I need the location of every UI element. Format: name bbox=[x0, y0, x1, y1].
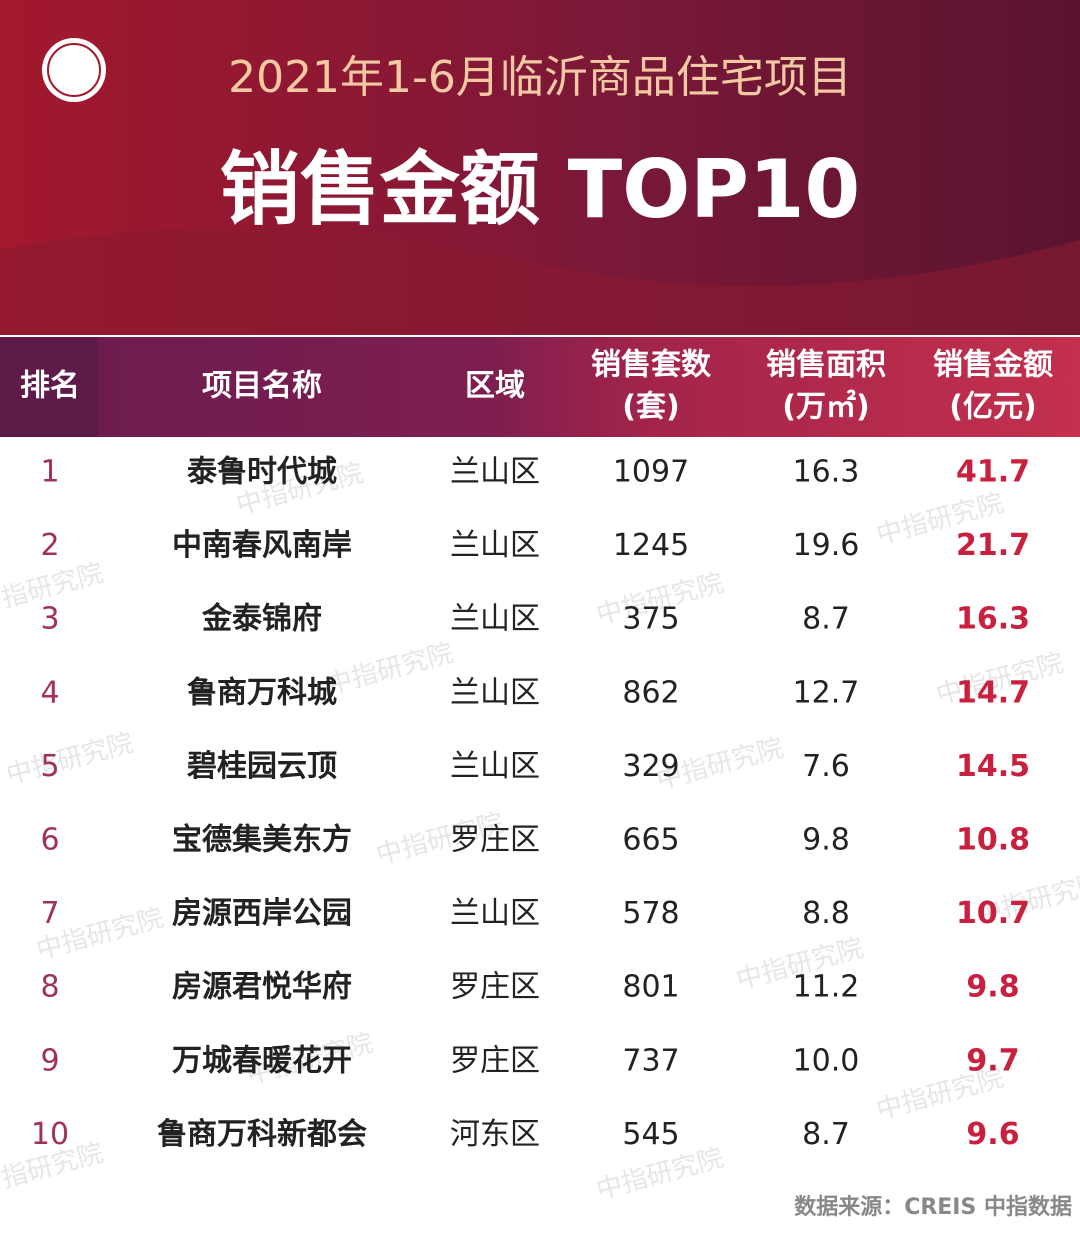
table-cell: 578 bbox=[622, 896, 679, 931]
table-cell: 1 bbox=[40, 455, 59, 490]
table-cell: 737 bbox=[622, 1043, 679, 1078]
table-cell: 9.8 bbox=[802, 823, 850, 858]
header-cell: (套) bbox=[622, 390, 679, 425]
table-cell: 房源君悦华府 bbox=[172, 970, 352, 1005]
table-cell: 9.6 bbox=[966, 1117, 1019, 1152]
header-cell: 销售金额 bbox=[933, 348, 1053, 383]
rank-header-bg bbox=[0, 337, 98, 437]
table-cell: 8.7 bbox=[802, 602, 850, 637]
header-cell: 项目名称 bbox=[202, 369, 322, 404]
subtitle: 销售金额 TOP10 bbox=[220, 143, 860, 236]
table-cell: 金泰锦府 bbox=[201, 602, 322, 637]
table-cell: 5 bbox=[40, 749, 59, 784]
table-cell: 1097 bbox=[613, 455, 689, 490]
header-cell: (亿元) bbox=[949, 390, 1036, 425]
table-cell: 兰山区 bbox=[450, 528, 540, 563]
table-cell: 19.6 bbox=[793, 528, 860, 563]
table-cell: 21.7 bbox=[956, 528, 1030, 563]
logo bbox=[42, 38, 106, 102]
table-cell: 9.7 bbox=[966, 1043, 1019, 1078]
title: 2021年1-6月临沂商品住宅项目 bbox=[228, 52, 852, 103]
table-cell: 862 bbox=[622, 675, 679, 710]
table-cell: 9.8 bbox=[966, 970, 1019, 1005]
table-cell: 4 bbox=[40, 675, 59, 710]
table-cell: 329 bbox=[622, 749, 679, 784]
header-cell: 排名 bbox=[20, 369, 80, 404]
table-cell: 10.8 bbox=[956, 823, 1030, 858]
table-cell: 10.0 bbox=[793, 1043, 860, 1078]
table-cell: 碧桂园云顶 bbox=[187, 749, 337, 784]
table-cell: 10 bbox=[31, 1117, 69, 1152]
table-cell: 罗庄区 bbox=[450, 970, 540, 1005]
table-cell: 泰鲁时代城 bbox=[187, 455, 337, 490]
table-cell: 兰山区 bbox=[450, 675, 540, 710]
table-cell: 罗庄区 bbox=[450, 1043, 540, 1078]
table-cell: 375 bbox=[622, 602, 679, 637]
table-cell: 鲁商万科新都会 bbox=[157, 1117, 367, 1152]
watermark: 中指研究院 bbox=[323, 638, 456, 701]
table-cell: 罗庄区 bbox=[450, 823, 540, 858]
table-cell: 801 bbox=[622, 970, 679, 1005]
table-cell: 9 bbox=[40, 1043, 59, 1078]
table-cell: 6 bbox=[40, 823, 59, 858]
table-cell: 兰山区 bbox=[450, 896, 540, 931]
table-cell: 兰山区 bbox=[450, 602, 540, 637]
table-cell: 8.7 bbox=[802, 1117, 850, 1152]
table-cell: 兰山区 bbox=[450, 455, 540, 490]
table-header bbox=[0, 337, 1080, 437]
table-cell: 11.2 bbox=[793, 970, 860, 1005]
table-cell: 545 bbox=[622, 1117, 679, 1152]
table-cell: 665 bbox=[622, 823, 679, 858]
table-cell: 鲁商万科城 bbox=[187, 675, 337, 710]
table-cell: 房源西岸公园 bbox=[172, 896, 352, 931]
table-cell: 3 bbox=[40, 602, 59, 637]
watermark: 中指研究院 bbox=[3, 728, 136, 791]
banner-wave bbox=[0, 227, 1080, 335]
table-cell: 宝德集美东方 bbox=[172, 823, 352, 858]
source: 数据来源：CREIS 中指数据 bbox=[794, 1194, 1072, 1220]
table-cell: 河东区 bbox=[450, 1117, 540, 1152]
watermark: 中指研究院 bbox=[593, 1143, 726, 1206]
table-cell: 10.7 bbox=[956, 896, 1030, 931]
table-cell: 41.7 bbox=[956, 455, 1030, 490]
table-cell: 12.7 bbox=[793, 675, 860, 710]
table-cell: 7 bbox=[40, 896, 59, 931]
table-cell: 8 bbox=[40, 970, 59, 1005]
header-cell: (万㎡) bbox=[782, 390, 869, 425]
table-cell: 万城春暖花开 bbox=[172, 1043, 352, 1078]
table-cell: 7.6 bbox=[802, 749, 850, 784]
table-cell: 16.3 bbox=[793, 455, 860, 490]
table-cell: 16.3 bbox=[956, 602, 1030, 637]
header-cell: 销售套数 bbox=[591, 348, 712, 383]
table-cell: 1245 bbox=[613, 528, 689, 563]
logo-ring bbox=[47, 43, 101, 97]
header-cell: 区域 bbox=[465, 369, 525, 404]
table-cell: 兰山区 bbox=[450, 749, 540, 784]
table-cell: 中南春风南岸 bbox=[172, 528, 352, 563]
table-cell: 2 bbox=[40, 528, 59, 563]
table-cell: 14.5 bbox=[956, 749, 1030, 784]
table-cell: 14.7 bbox=[956, 675, 1030, 710]
table-cell: 8.8 bbox=[802, 896, 850, 931]
header-cell: 销售面积 bbox=[766, 348, 886, 383]
